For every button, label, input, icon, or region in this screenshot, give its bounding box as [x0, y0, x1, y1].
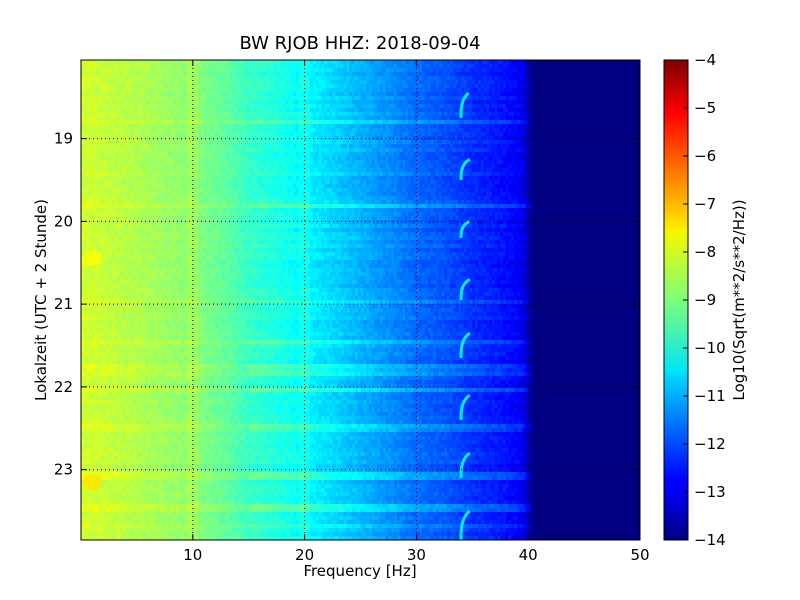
spectrogram-heatmap [81, 60, 641, 541]
chart-title: BW RJOB HHZ: 2018-09-04 [239, 33, 480, 54]
